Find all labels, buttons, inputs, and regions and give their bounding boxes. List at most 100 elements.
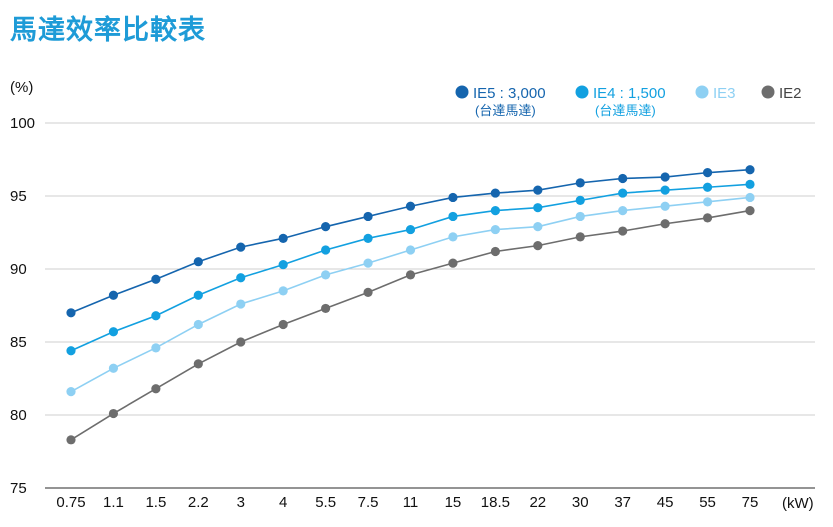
data-point <box>575 178 585 188</box>
x-tick-label: 30 <box>572 494 589 511</box>
data-point <box>533 241 543 251</box>
data-point <box>66 346 76 356</box>
legend-item: IE3 <box>695 85 736 102</box>
data-point <box>405 245 416 255</box>
data-point <box>490 188 500 198</box>
legend-label: IE3 <box>713 85 736 102</box>
data-point <box>702 213 713 223</box>
data-point <box>363 233 373 243</box>
legend-item: IE2 <box>761 85 802 102</box>
data-point <box>193 359 203 369</box>
data-point <box>108 290 119 300</box>
data-point <box>490 206 500 216</box>
data-point <box>321 222 331 232</box>
legend-label: IE2 <box>779 85 802 102</box>
x-tick-label: 11 <box>403 494 419 511</box>
x-tick-label: 18.5 <box>481 494 510 511</box>
series-ie5 <box>66 165 755 318</box>
data-point <box>66 308 76 318</box>
data-point <box>405 270 416 280</box>
data-point <box>278 260 288 270</box>
data-point <box>363 258 373 268</box>
data-point <box>702 168 713 178</box>
legend-label: IE5 : 3,000 <box>473 85 546 102</box>
data-point <box>490 224 500 235</box>
x-tick-label: 5.5 <box>315 494 336 511</box>
data-point <box>236 337 246 347</box>
x-tick-label: 4 <box>279 494 287 511</box>
legend-sublabel: (台達馬達) <box>595 103 656 118</box>
y-tick-label: 80 <box>10 407 27 424</box>
data-point <box>448 192 458 203</box>
data-point <box>321 303 331 314</box>
data-point <box>405 201 416 211</box>
legend-label: IE4 : 1,500 <box>593 85 666 102</box>
data-point <box>108 327 119 337</box>
data-point <box>321 245 331 255</box>
x-tick-label: 75 <box>742 494 759 511</box>
data-point <box>618 173 628 184</box>
data-point <box>660 219 670 229</box>
legend-marker <box>455 85 469 99</box>
series-line <box>70 209 751 441</box>
data-point <box>745 165 755 175</box>
legend-marker <box>575 85 589 99</box>
x-tick-label: 22 <box>529 494 546 511</box>
data-point <box>533 185 543 195</box>
data-point <box>618 188 628 198</box>
data-point <box>151 311 161 321</box>
data-point <box>108 363 119 373</box>
x-axis-unit-label: (kW) <box>782 495 814 512</box>
data-point <box>66 435 76 445</box>
x-tick-label: 45 <box>657 494 674 511</box>
x-tick-label: 0.75 <box>56 494 85 511</box>
legend-item: IE5 : 3,000(台達馬達) <box>455 85 546 118</box>
y-tick-label: 75 <box>10 480 27 497</box>
x-tick-label: 3 <box>237 494 245 511</box>
x-tick-label: 1.5 <box>145 494 166 511</box>
data-point <box>745 206 755 216</box>
data-point <box>660 201 670 211</box>
legend-sublabel: (台達馬達) <box>475 103 536 118</box>
data-point <box>236 242 246 252</box>
data-point <box>490 246 500 257</box>
data-point <box>236 299 246 309</box>
x-tick-label: 55 <box>699 494 716 511</box>
series-ie3 <box>66 192 755 397</box>
x-tick-label: 2.2 <box>188 494 209 511</box>
data-point <box>745 192 755 203</box>
data-point <box>363 287 373 297</box>
series-ie4 <box>66 179 755 356</box>
data-point <box>575 232 585 242</box>
data-point <box>236 273 246 283</box>
data-point <box>405 224 416 235</box>
data-point <box>363 211 373 222</box>
x-tick-label: 7.5 <box>358 494 379 511</box>
data-point <box>151 343 161 353</box>
data-point <box>151 274 161 284</box>
y-axis-unit-label: (%) <box>10 79 33 96</box>
data-point <box>321 270 331 280</box>
data-point <box>745 179 755 189</box>
y-tick-labels: 75 80 85 90 95 100 <box>10 115 35 497</box>
data-point <box>193 290 203 300</box>
data-point <box>448 232 458 242</box>
legend-marker <box>761 85 775 99</box>
data-point <box>533 222 543 232</box>
data-point <box>193 319 203 330</box>
data-point <box>618 206 628 216</box>
x-tick-labels: 0.75 1.1 1.5 2.2 3 4 5.5 7.5 11 15 18.5 22 30 37 45 55 7… <box>56 494 758 511</box>
data-point <box>278 233 288 243</box>
data-point <box>448 211 458 222</box>
data-point <box>448 258 458 268</box>
y-tick-label: 85 <box>10 334 27 351</box>
legend-item: IE4 : 1,500(台達馬達) <box>575 85 666 118</box>
series-layer <box>66 165 755 445</box>
data-point <box>618 226 628 236</box>
data-point <box>660 185 670 195</box>
y-tick-label: 95 <box>10 188 27 205</box>
data-point <box>151 384 161 394</box>
data-point <box>575 195 585 205</box>
data-point <box>193 257 203 267</box>
